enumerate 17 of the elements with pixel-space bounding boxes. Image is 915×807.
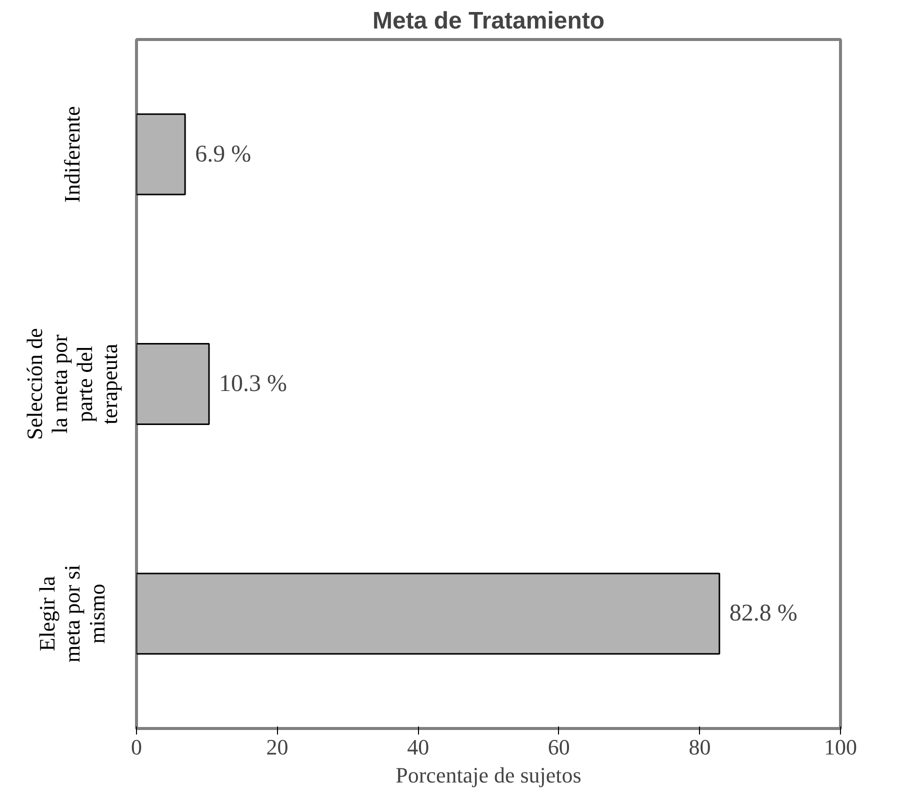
bar [136,343,210,425]
y-tick-label: Elegir la meta por si mismo [34,564,110,663]
x-axis-title: Porcentaje de sujetos [396,762,582,788]
x-tick-label: 80 [688,734,711,760]
chart-title: Meta de Tratamiento [372,8,605,34]
data-label: 6.9 % [195,141,252,168]
x-tick-label: 40 [407,734,430,760]
x-tick-label: 100 [824,734,857,760]
y-tick-label: Indiferente [60,106,84,203]
data-label: 82.8 % [729,600,798,627]
bar [136,572,720,655]
x-tick-label: 60 [548,734,570,760]
x-tick-label: 0 [131,734,142,760]
bar [136,113,186,196]
y-tick-label: Selección de la meta por parte del terapeuta [22,328,122,440]
data-label: 10.3 % [219,371,288,397]
x-tick-label: 20 [266,734,288,760]
